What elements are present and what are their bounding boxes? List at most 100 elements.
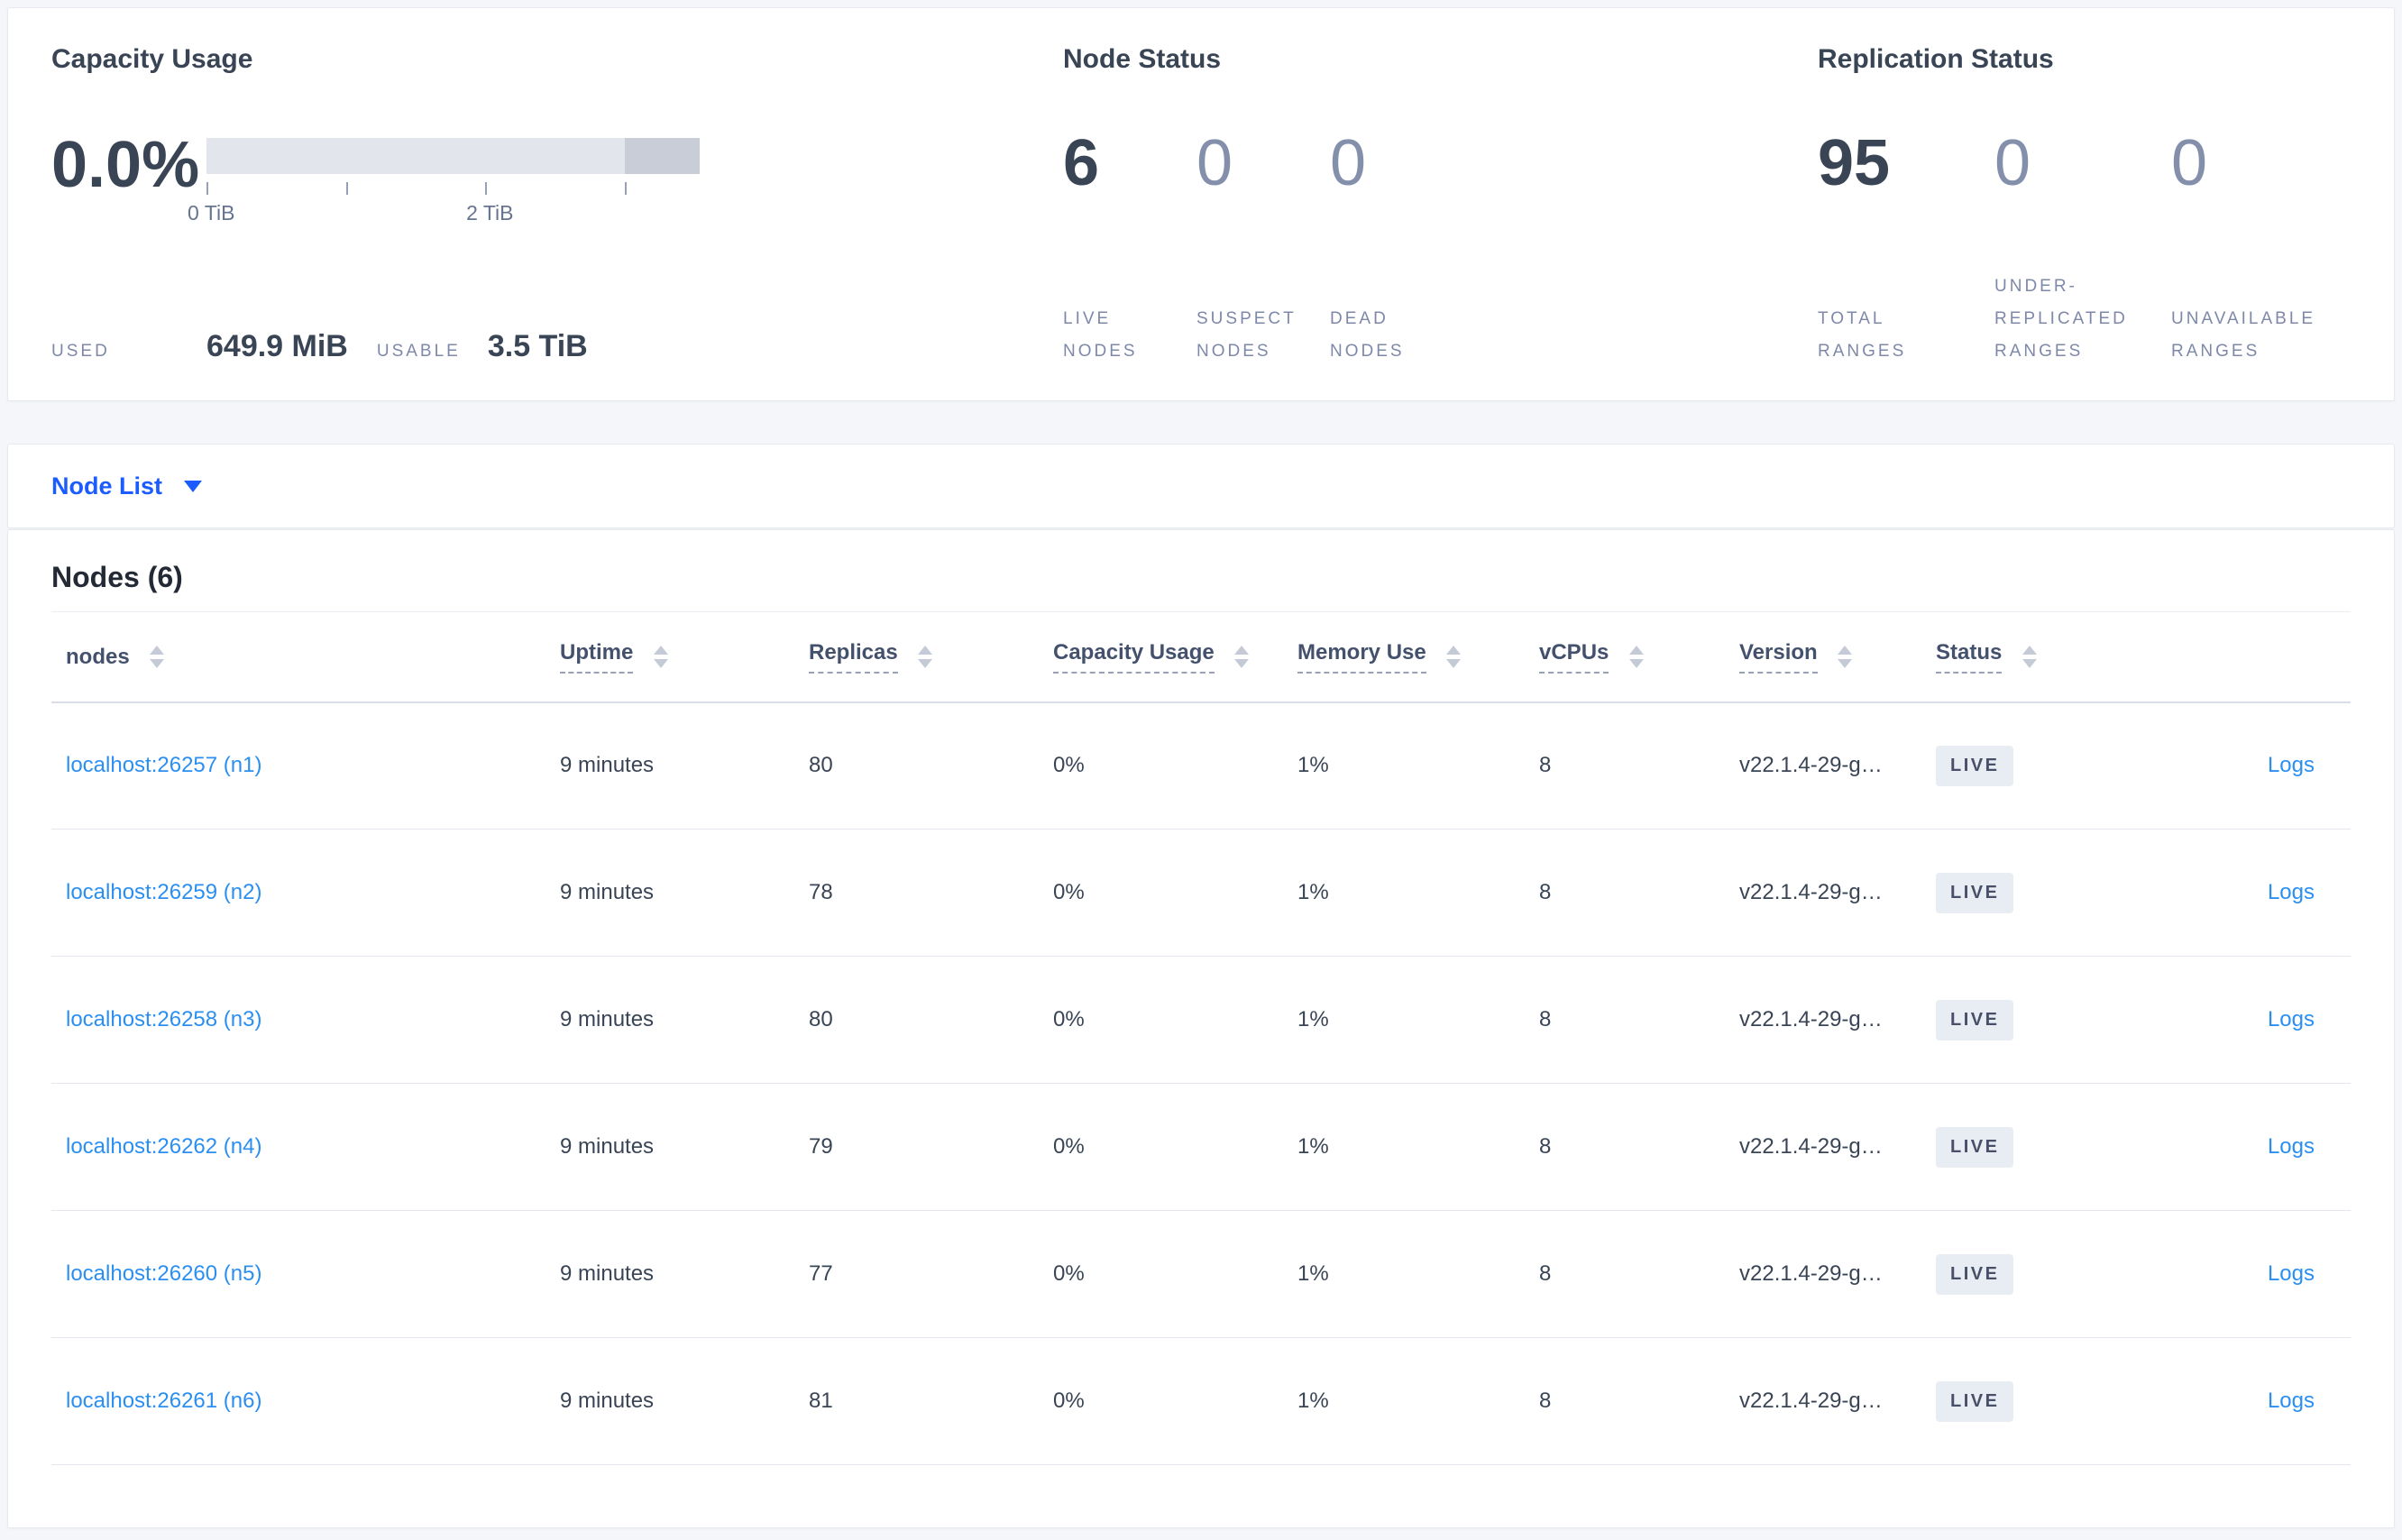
sort-icon: [2022, 645, 2038, 668]
total-ranges-count: 95: [1818, 127, 1891, 199]
replicas-cell: 80: [794, 956, 1039, 1084]
version-cell: v22.1.4-29-g…: [1725, 1337, 1921, 1465]
column-header-uptime[interactable]: Uptime: [545, 611, 794, 703]
nodes-heading: Nodes (6): [51, 561, 183, 593]
version-cell: v22.1.4-29-g…: [1725, 829, 1921, 957]
vcpus-cell: 8: [1525, 956, 1725, 1084]
status-badge: LIVE: [1936, 1126, 2014, 1168]
capacity-usage-section: Capacity Usage 0.0% 0 TiB 2 TiB USED 649…: [51, 42, 1063, 368]
logs-link[interactable]: Logs: [2267, 880, 2315, 904]
axis-label-0tib: 0 TiB: [188, 201, 235, 225]
node-address-link[interactable]: localhost:26262 (n4): [66, 1134, 262, 1159]
uptime-cell: 9 minutes: [545, 701, 794, 830]
memory-use-cell: 1%: [1283, 701, 1525, 830]
capacity-axis-labels: 0 TiB 2 TiB: [188, 201, 700, 226]
logs-link[interactable]: Logs: [2267, 753, 2315, 778]
capacity-usage-cell: 0%: [1039, 1083, 1283, 1211]
column-header-capacity-usage[interactable]: Capacity Usage: [1039, 611, 1283, 703]
nodes-table: nodes Uptime Replicas Capacity Usage: [51, 611, 2351, 1465]
memory-use-cell: 1%: [1283, 956, 1525, 1084]
node-list-dropdown[interactable]: Node List: [51, 472, 203, 500]
version-cell: v22.1.4-29-g…: [1725, 701, 1921, 830]
node-address-cell: localhost:26259 (n2): [51, 829, 545, 957]
column-header-nodes[interactable]: nodes: [51, 611, 545, 703]
sort-icon: [1234, 645, 1250, 668]
replicas-cell: 80: [794, 701, 1039, 830]
capacity-used-percent: 0.0%: [51, 129, 200, 201]
column-header-status[interactable]: Status: [1921, 611, 2177, 703]
unavailable-ranges-count: 0: [2171, 127, 2208, 199]
axis-label-2tib: 2 TiB: [466, 201, 514, 225]
dead-nodes-label: DEAD NODES: [1330, 309, 1405, 361]
version-cell: v22.1.4-29-g…: [1725, 1210, 1921, 1338]
logs-cell: Logs: [2177, 1083, 2351, 1211]
node-address-link[interactable]: localhost:26261 (n6): [66, 1389, 262, 1413]
replication-status-section: Replication Status 95 TOTAL RANGES 0 UND…: [1818, 42, 2351, 368]
status-badge: LIVE: [1936, 1380, 2014, 1422]
node-address-cell: localhost:26262 (n4): [51, 1083, 545, 1211]
column-header-version[interactable]: Version: [1725, 611, 1921, 703]
capacity-bar-track: [206, 138, 700, 174]
suspect-nodes-count: 0: [1196, 127, 1233, 199]
node-status-title: Node Status: [1063, 44, 1222, 74]
nodes-table-header-row: nodes Uptime Replicas Capacity Usage: [51, 611, 2351, 703]
node-table-row: localhost:26260 (n5) 9 minutes 77 0% 1% …: [51, 1210, 2351, 1338]
node-table-row: localhost:26257 (n1) 9 minutes 80 0% 1% …: [51, 701, 2351, 830]
total-ranges-label: TOTAL RANGES: [1818, 309, 1907, 361]
under-replicated-ranges-stat: 0 UNDER-REPLICATED RANGES: [1994, 129, 2148, 368]
capacity-usage-cell: 0%: [1039, 829, 1283, 957]
used-value: 649.9 MiB: [206, 329, 348, 363]
under-replicated-ranges-count: 0: [1994, 127, 2031, 199]
column-header-vcpus[interactable]: vCPUs: [1525, 611, 1725, 703]
status-cell: LIVE: [1921, 1337, 2177, 1465]
capacity-bar-chart: 0 TiB 2 TiB: [188, 133, 700, 226]
logs-cell: Logs: [2177, 1337, 2351, 1465]
status-cell: LIVE: [1921, 701, 2177, 830]
logs-link[interactable]: Logs: [2267, 1389, 2315, 1413]
vcpus-cell: 8: [1525, 1083, 1725, 1211]
chevron-down-icon: [184, 480, 203, 492]
usable-label: USABLE: [376, 342, 461, 361]
node-address-link[interactable]: localhost:26260 (n5): [66, 1261, 262, 1286]
node-address-link[interactable]: localhost:26258 (n3): [66, 1007, 262, 1031]
node-address-link[interactable]: localhost:26259 (n2): [66, 880, 262, 904]
node-address-cell: localhost:26258 (n3): [51, 956, 545, 1084]
vcpus-cell: 8: [1525, 1210, 1725, 1338]
sort-icon: [1629, 645, 1645, 668]
uptime-cell: 9 minutes: [545, 1083, 794, 1211]
node-address-link[interactable]: localhost:26257 (n1): [66, 753, 262, 778]
status-badge: LIVE: [1936, 1253, 2014, 1295]
memory-use-cell: 1%: [1283, 1210, 1525, 1338]
capacity-axis-ticks: [206, 182, 700, 196]
column-header-logs-spacer: [2177, 611, 2351, 703]
capacity-usage-cell: 0%: [1039, 701, 1283, 830]
replicas-cell: 77: [794, 1210, 1039, 1338]
logs-cell: Logs: [2177, 956, 2351, 1084]
sort-icon: [918, 645, 933, 668]
logs-cell: Logs: [2177, 1210, 2351, 1338]
logs-cell: Logs: [2177, 701, 2351, 830]
logs-link[interactable]: Logs: [2267, 1134, 2315, 1159]
sort-icon: [1446, 645, 1462, 668]
status-badge: LIVE: [1936, 745, 2014, 786]
uptime-cell: 9 minutes: [545, 956, 794, 1084]
dead-nodes-count: 0: [1330, 127, 1367, 199]
column-header-replicas[interactable]: Replicas: [794, 611, 1039, 703]
memory-use-cell: 1%: [1283, 829, 1525, 957]
capacity-usage-cell: 0%: [1039, 956, 1283, 1084]
nodes-table-body: localhost:26257 (n1) 9 minutes 80 0% 1% …: [51, 701, 2351, 1465]
usable-value: 3.5 TiB: [487, 329, 588, 363]
node-table-row: localhost:26261 (n6) 9 minutes 81 0% 1% …: [51, 1337, 2351, 1465]
replicas-cell: 78: [794, 829, 1039, 957]
node-table-row: localhost:26258 (n3) 9 minutes 80 0% 1% …: [51, 956, 2351, 1084]
logs-link[interactable]: Logs: [2267, 1261, 2315, 1286]
capacity-usage-cell: 0%: [1039, 1210, 1283, 1338]
logs-link[interactable]: Logs: [2267, 1007, 2315, 1031]
column-header-memory-use[interactable]: Memory Use: [1283, 611, 1525, 703]
node-address-cell: localhost:26257 (n1): [51, 701, 545, 830]
node-address-cell: localhost:26261 (n6): [51, 1337, 545, 1465]
sort-icon: [654, 645, 669, 668]
capacity-usage-gauge: 0.0% 0 TiB 2 TiB: [51, 133, 1063, 226]
sort-icon: [150, 646, 165, 669]
